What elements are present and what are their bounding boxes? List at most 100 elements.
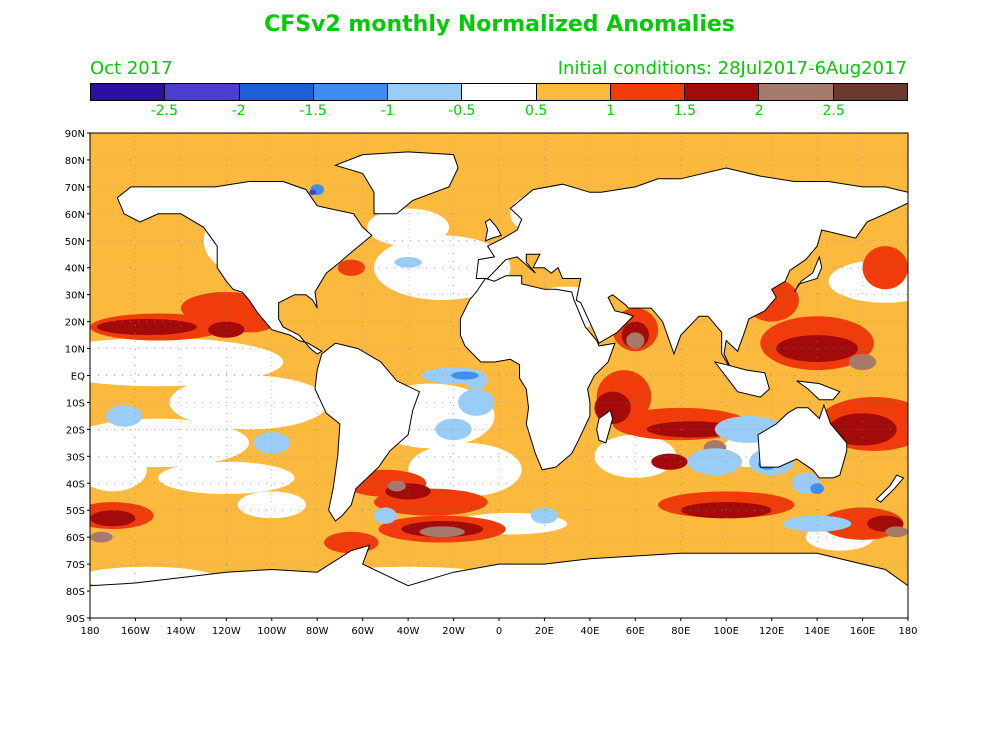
longitude-label: 180 (898, 626, 917, 637)
map-title: CFSv2 monthly Normalized Anomalies (264, 12, 735, 37)
africa-landmass (459, 275, 616, 471)
antarctica-landmass (90, 544, 908, 618)
north-america-landmass (116, 181, 373, 355)
colorbar-label: 1.5 (673, 103, 697, 119)
strong-positive-anomaly (90, 510, 136, 527)
strong-positive-anomaly (651, 453, 688, 470)
longitude-label: 140W (166, 626, 195, 637)
very-strong-anomaly (626, 332, 645, 349)
longitude-label: 180 (80, 626, 99, 637)
positive-anomaly-region (821, 507, 904, 540)
very-strong-anomaly (90, 531, 113, 543)
longitude-label: 60W (351, 626, 374, 637)
longitude-label: 60E (626, 626, 645, 637)
longitude-label: 80E (671, 626, 690, 637)
colorbar-swatch (462, 84, 537, 100)
longitude-label: 100W (257, 626, 286, 637)
latitude-label: 60N (65, 210, 85, 221)
latitude-label: 30S (66, 452, 85, 463)
latitude-label: 40S (66, 479, 85, 490)
strong-positive-anomaly (680, 502, 772, 519)
latitude-label: 40N (65, 264, 85, 275)
near-normal-region (169, 375, 329, 430)
colorbar-labels: -2.5 -2 -1.5 -1 -0.5 0.5 1 1.5 2 2.5 (90, 103, 908, 121)
strong-positive-anomaly (776, 335, 859, 363)
longitude-label: 120E (759, 626, 784, 637)
latitude-label: 90N (65, 129, 85, 140)
near-normal-region (408, 442, 522, 497)
colorbar-swatch (759, 84, 834, 100)
colorbar-swatch (313, 84, 389, 100)
latitude-label: 20N (65, 318, 85, 329)
positive-anomaly-region (862, 246, 908, 290)
latitude-label: EQ (71, 372, 85, 383)
longitude-label: 120W (212, 626, 241, 637)
coastlines (90, 151, 908, 618)
eurasia-landmass (475, 167, 908, 374)
negative-anomaly-region (105, 405, 143, 427)
near-normal-region (90, 337, 284, 387)
colorbar-label: 2 (754, 103, 764, 119)
latitude-label: 10S (66, 398, 85, 409)
colorbar-swatch (610, 84, 686, 100)
latitude-label: 80N (65, 156, 85, 167)
longitude-label: 40W (397, 626, 420, 637)
colorbar-label: -2 (231, 103, 246, 119)
colorbar-label: 2.5 (822, 103, 845, 119)
forecast-month: Oct 2017 (90, 58, 173, 79)
negative-anomaly-region (530, 507, 559, 524)
latitude-label: 70N (65, 183, 85, 194)
very-strong-negative-anomaly (309, 189, 317, 195)
strong-negative-anomaly (451, 371, 479, 380)
strong-positive-anomaly (208, 321, 245, 338)
longitude-label: 80W (306, 626, 329, 637)
greenland-landmass (333, 151, 459, 215)
latitude-label: 80S (66, 587, 85, 598)
very-strong-anomaly (387, 480, 406, 492)
latitude-label: 20S (66, 425, 85, 436)
britain-landmass (484, 218, 503, 242)
latitude-label: 50N (65, 237, 85, 248)
new-guinea-landmass (796, 380, 841, 401)
colorbar-swatch (388, 84, 463, 100)
negative-anomaly-region (394, 256, 422, 268)
latitude-labels: 90N 80N 70N 60N 50N 40N 30N 20N 10N EQ 10S 20S 30S 40… (65, 129, 90, 625)
madagascar-landmass (596, 409, 614, 444)
colorbar-label: -0.5 (448, 103, 476, 119)
longitude-label: 20W (442, 626, 465, 637)
negative-anomaly-region (783, 515, 852, 532)
colorbar-label: -1.5 (299, 103, 327, 119)
strong-positive-anomaly (96, 318, 197, 336)
latitude-label: 70S (66, 560, 85, 571)
longitude-label: 160W (121, 626, 150, 637)
negative-anomaly-region (253, 432, 290, 454)
latitude-label: 60S (66, 533, 85, 544)
latitude-label: 50S (66, 506, 85, 517)
near-normal-region (367, 208, 450, 247)
colorbar-swatch (833, 84, 907, 100)
colorbar-swatch (536, 84, 611, 100)
latitude-label: 30N (65, 291, 85, 302)
colorbar-swatch (239, 84, 314, 100)
longitude-label: 20E (535, 626, 554, 637)
near-normal-region (90, 448, 147, 492)
negative-anomaly-region (374, 507, 397, 524)
australia-landmass (757, 403, 848, 479)
latitude-label: 90S (66, 614, 85, 625)
new-zealand-landmass (875, 474, 905, 503)
near-normal-region (594, 434, 677, 478)
colorbar-label: -1 (380, 103, 395, 119)
very-strong-anomaly (885, 526, 908, 538)
positive-anomaly-region (337, 259, 365, 276)
latitude-label: 10N (65, 345, 85, 356)
japan-landmass (793, 255, 823, 293)
colorbar-swatch (685, 84, 760, 100)
longitude-label: 100E (714, 626, 739, 637)
longitude-labels: 180 160W 140W 120W 100W 80W 60W 40W 20W 0 20E 40E 60… (80, 618, 918, 637)
longitude-label: 40E (580, 626, 599, 637)
longitude-label: 140E (804, 626, 829, 637)
indonesia-landmass (713, 361, 770, 398)
negative-anomaly-region (458, 388, 495, 416)
strong-negative-anomaly (810, 483, 824, 495)
strong-positive-anomaly (646, 421, 738, 438)
